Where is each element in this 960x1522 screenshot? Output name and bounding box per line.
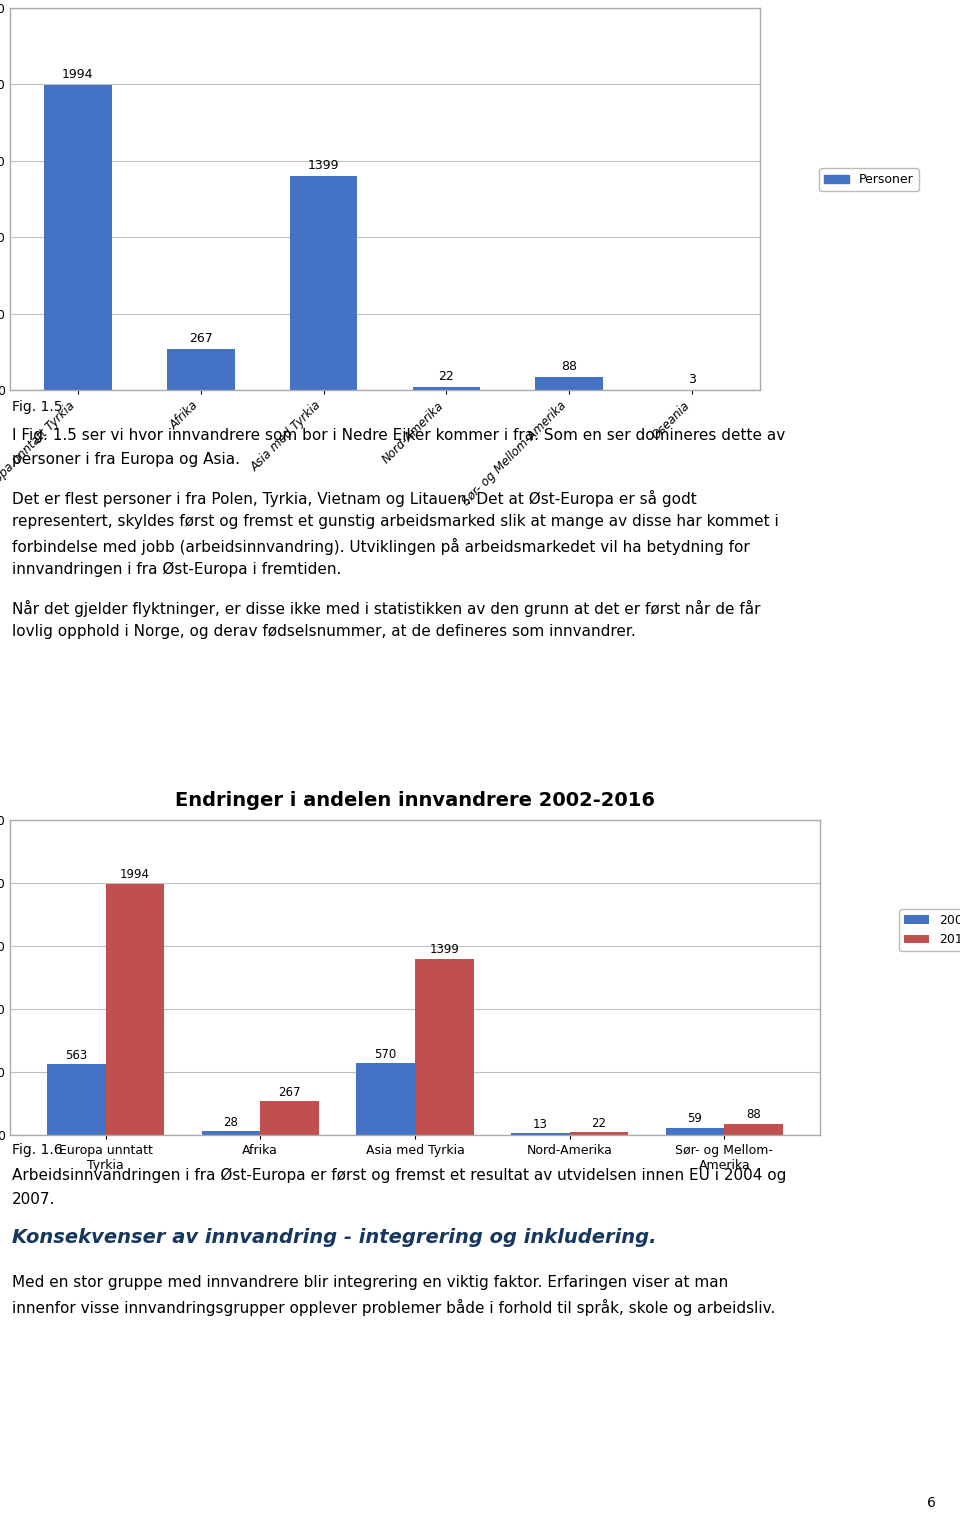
Text: 1994: 1994 [120, 868, 150, 881]
Text: 563: 563 [65, 1049, 87, 1061]
Bar [569, 1132, 629, 1135]
Bar [106, 884, 164, 1135]
Bar [413, 387, 480, 390]
Bar [725, 1123, 783, 1135]
Text: 88: 88 [562, 359, 577, 373]
Text: 88: 88 [747, 1108, 761, 1122]
Text: 6: 6 [927, 1496, 936, 1510]
Bar [356, 1064, 415, 1135]
Text: innenfor visse innvandringsgrupper opplever problemer både i forhold til språk, : innenfor visse innvandringsgrupper opple… [12, 1298, 776, 1317]
Text: 59: 59 [687, 1113, 703, 1125]
Text: Fig. 1.6: Fig. 1.6 [12, 1143, 62, 1157]
Text: 22: 22 [591, 1117, 607, 1129]
Title: Endringer i andelen innvandrere 2002-2016: Endringer i andelen innvandrere 2002-201… [175, 791, 655, 810]
Text: 2007.: 2007. [12, 1192, 56, 1207]
Text: I Fig. 1.5 ser vi hvor innvandrere som bor i Nedre Eiker kommer i fra. Som en se: I Fig. 1.5 ser vi hvor innvandrere som b… [12, 428, 785, 443]
Text: 22: 22 [439, 370, 454, 384]
Text: personer i fra Europa og Asia.: personer i fra Europa og Asia. [12, 452, 240, 467]
Bar [415, 959, 474, 1135]
Text: 13: 13 [533, 1117, 548, 1131]
Text: representert, skyldes først og fremst et gunstig arbeidsmarked slik at mange av : representert, skyldes først og fremst et… [12, 514, 779, 530]
Bar [260, 1102, 319, 1135]
Bar [202, 1131, 260, 1135]
Text: innvandringen i fra Øst-Europa i fremtiden.: innvandringen i fra Øst-Europa i fremtid… [12, 562, 342, 577]
Bar [290, 177, 357, 390]
Text: 267: 267 [189, 332, 212, 345]
Text: 570: 570 [374, 1047, 396, 1061]
Text: 1994: 1994 [62, 68, 94, 82]
Bar [44, 85, 111, 390]
Text: 1399: 1399 [308, 160, 339, 172]
Bar [511, 1134, 569, 1135]
Text: 1399: 1399 [429, 944, 459, 956]
Bar [167, 349, 234, 390]
Text: 3: 3 [688, 373, 696, 385]
Text: Arbeidsinnvandringen i fra Øst-Europa er først og fremst et resultat av utvidels: Arbeidsinnvandringen i fra Øst-Europa er… [12, 1167, 786, 1183]
Text: forbindelse med jobb (arbeidsinnvandring). Utviklingen på arbeidsmarkedet vil ha: forbindelse med jobb (arbeidsinnvandring… [12, 537, 750, 556]
Legend: 2002, 2016: 2002, 2016 [899, 909, 960, 951]
Text: Konsekvenser av innvandring - integrering og inkludering.: Konsekvenser av innvandring - integrerin… [12, 1228, 657, 1247]
Text: Det er flest personer i fra Polen, Tyrkia, Vietnam og Litauen. Det at Øst-Europa: Det er flest personer i fra Polen, Tyrki… [12, 490, 697, 507]
Bar [665, 1128, 725, 1135]
Text: Når det gjelder flyktninger, er disse ikke med i statistikken av den grunn at de: Når det gjelder flyktninger, er disse ik… [12, 600, 760, 616]
Text: 267: 267 [278, 1085, 300, 1099]
Bar [536, 376, 603, 390]
Text: lovlig opphold i Norge, og derav fødselsnummer, at de defineres som innvandrer.: lovlig opphold i Norge, og derav fødsels… [12, 624, 636, 639]
Text: Fig. 1.5: Fig. 1.5 [12, 400, 62, 414]
Text: Med en stor gruppe med innvandrere blir integrering en viktig faktor. Erfaringen: Med en stor gruppe med innvandrere blir … [12, 1275, 729, 1291]
Text: 28: 28 [224, 1116, 238, 1129]
Bar [47, 1064, 106, 1135]
Legend: Personer: Personer [819, 169, 919, 192]
